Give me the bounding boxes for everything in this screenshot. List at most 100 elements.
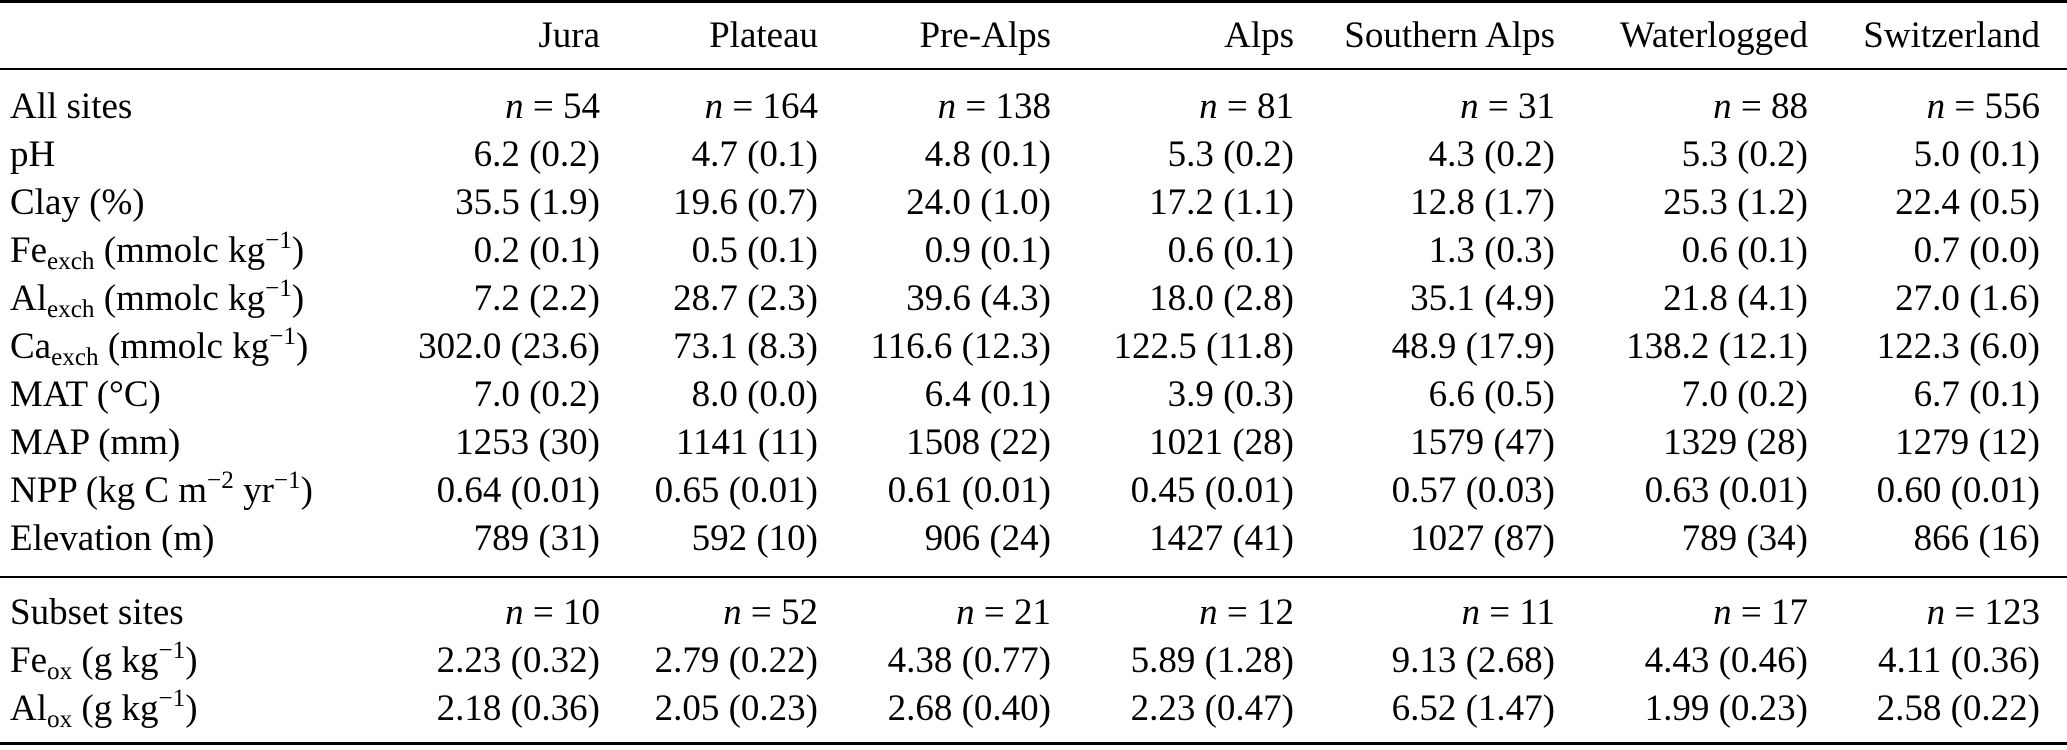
table-header: Jura Plateau Pre-Alps Alps Southern Alps Wate… [0, 1, 2067, 70]
data-cell: 48.9 (17.9) [1391, 325, 1555, 367]
data-cell: 1141 (11) [675, 421, 818, 463]
data-cell: 5.3 (0.2) [1681, 133, 1808, 175]
data-cell: 5.3 (0.2) [1167, 133, 1294, 175]
data-cell: 2.79 (0.22) [654, 639, 818, 681]
data-cell: 2.58 (0.22) [1876, 687, 2040, 729]
sample-size-cell: n = 164 [704, 85, 818, 127]
sample-size-cell: n = 12 [1199, 591, 1294, 633]
data-cell: 1253 (30) [455, 421, 600, 463]
table-row: NPP (kg C m−2 yr−1) 0.64 (0.01) 0.65 (0.01… [0, 466, 2067, 514]
data-cell: 1579 (47) [1410, 421, 1555, 463]
data-cell: 0.5 (0.1) [691, 229, 818, 271]
data-cell: 4.3 (0.2) [1428, 133, 1555, 175]
data-cell: 1.3 (0.3) [1428, 229, 1555, 271]
data-cell: 2.23 (0.47) [1130, 687, 1294, 729]
data-cell: 122.5 (11.8) [1113, 325, 1294, 367]
row-label: Elevation (m) [0, 514, 400, 578]
data-cell: 5.0 (0.1) [1913, 133, 2040, 175]
sample-size-cell: n = 88 [1713, 85, 1808, 127]
data-cell: 0.9 (0.1) [924, 229, 1051, 271]
data-cell: 0.2 (0.1) [473, 229, 600, 271]
data-cell: 28.7 (2.3) [673, 277, 818, 319]
row-label: NPP (kg C m−2 yr−1) [10, 466, 313, 511]
data-cell: 1.99 (0.23) [1644, 687, 1808, 729]
data-cell: 2.68 (0.40) [887, 687, 1051, 729]
data-cell: 7.0 (0.2) [473, 373, 600, 415]
data-cell: 4.11 (0.36) [1877, 639, 2040, 681]
data-cell: 21.8 (4.1) [1663, 277, 1808, 319]
data-cell: 6.2 (0.2) [473, 133, 600, 175]
header-cell-switzerland: Switzerland [1808, 1, 2067, 70]
data-cell: 789 (31) [400, 514, 600, 578]
data-cell: 1021 (28) [1149, 421, 1294, 463]
sample-size-cell: n = 52 [723, 591, 818, 633]
row-label: Feox (g kg−1) [10, 636, 198, 685]
table-row: MAP (mm) 1253 (30) 1141 (11) 1508 (22) 1021 … [0, 418, 2067, 466]
data-cell: 35.1 (4.9) [1410, 277, 1555, 319]
data-cell: 0.6 (0.1) [1167, 229, 1294, 271]
data-cell: 73.1 (8.3) [673, 325, 818, 367]
section-all-sites: All sites n = 54 n = 164 n = 138 n = 81 n = 3… [0, 69, 2067, 578]
data-cell: 0.64 (0.01) [436, 469, 600, 511]
data-cell: 116.6 (12.3) [870, 325, 1051, 367]
table-row: Alexch (mmolc kg−1) 7.2 (2.2) 28.7 (2.3) 39… [0, 274, 2067, 322]
data-cell: 3.9 (0.3) [1167, 373, 1294, 415]
data-cell: 0.65 (0.01) [654, 469, 818, 511]
data-cell: 0.60 (0.01) [1876, 469, 2040, 511]
data-cell: 35.5 (1.9) [455, 181, 600, 223]
data-cell: 9.13 (2.68) [1391, 639, 1555, 681]
data-cell: 6.4 (0.1) [924, 373, 1051, 415]
data-cell: 789 (34) [1555, 514, 1808, 578]
data-cell: 138.2 (12.1) [1626, 325, 1808, 367]
sample-size-cell: n = 31 [1460, 85, 1555, 127]
data-cell: 1508 (22) [906, 421, 1051, 463]
data-cell: 4.7 (0.1) [691, 133, 818, 175]
data-cell: 5.89 (1.28) [1130, 639, 1294, 681]
data-cell: 2.18 (0.36) [436, 687, 600, 729]
data-cell: 122.3 (6.0) [1876, 325, 2040, 367]
row-label: pH [10, 133, 56, 175]
sample-size-cell: n = 21 [956, 591, 1051, 633]
section-subset-sites: Subset sites n = 10 n = 52 n = 21 n = 12 n = … [0, 577, 2067, 744]
data-cell: 18.0 (2.8) [1149, 277, 1294, 319]
table-row: Clay (%) 35.5 (1.9) 19.6 (0.7) 24.0 (1.0) 17… [0, 178, 2067, 226]
row-label: Alox (g kg−1) [10, 684, 198, 733]
data-cell: 6.52 (1.47) [1391, 687, 1555, 729]
data-cell: 1427 (41) [1051, 514, 1294, 578]
sample-size-cell: n = 123 [1926, 591, 2040, 633]
data-cell: 12.8 (1.7) [1410, 181, 1555, 223]
row-label: Feexch (mmolc kg−1) [10, 226, 305, 275]
data-cell: 592 (10) [600, 514, 818, 578]
data-cell: 0.45 (0.01) [1130, 469, 1294, 511]
data-cell: 17.2 (1.1) [1149, 181, 1294, 223]
row-label: Subset sites [10, 591, 184, 633]
data-cell: 4.43 (0.46) [1644, 639, 1808, 681]
table-row: pH 6.2 (0.2) 4.7 (0.1) 4.8 (0.1) 5.3 (0.2) 4.… [0, 130, 2067, 178]
data-cell: 1329 (28) [1663, 421, 1808, 463]
data-cell: 4.8 (0.1) [924, 133, 1051, 175]
table-row: Alox (g kg−1) 2.18 (0.36) 2.05 (0.23) 2.68 … [0, 684, 2067, 744]
data-cell: 7.0 (0.2) [1681, 373, 1808, 415]
sample-size-cell: n = 54 [505, 85, 600, 127]
row-label: Caexch (mmolc kg−1) [10, 322, 309, 371]
table-row: All sites n = 54 n = 164 n = 138 n = 81 n = 3… [0, 69, 2067, 130]
data-cell: 6.7 (0.1) [1913, 373, 2040, 415]
data-cell: 1279 (12) [1895, 421, 2040, 463]
data-cell: 0.7 (0.0) [1913, 229, 2040, 271]
header-cell-plateau: Plateau [600, 1, 818, 70]
row-label: Alexch (mmolc kg−1) [10, 274, 305, 323]
data-cell: 302.0 (23.6) [418, 325, 600, 367]
header-row: Jura Plateau Pre-Alps Alps Southern Alps Wate… [0, 1, 2067, 70]
data-cell: 2.05 (0.23) [654, 687, 818, 729]
data-cell: 27.0 (1.6) [1895, 277, 2040, 319]
data-cell: 0.63 (0.01) [1644, 469, 1808, 511]
sample-size-cell: n = 138 [937, 85, 1051, 127]
data-cell: 25.3 (1.2) [1663, 181, 1808, 223]
data-cell: 1027 (87) [1294, 514, 1555, 578]
row-label: All sites [10, 85, 133, 127]
data-cell: 39.6 (4.3) [906, 277, 1051, 319]
data-cell: 906 (24) [818, 514, 1051, 578]
row-label: Clay (%) [10, 181, 145, 223]
